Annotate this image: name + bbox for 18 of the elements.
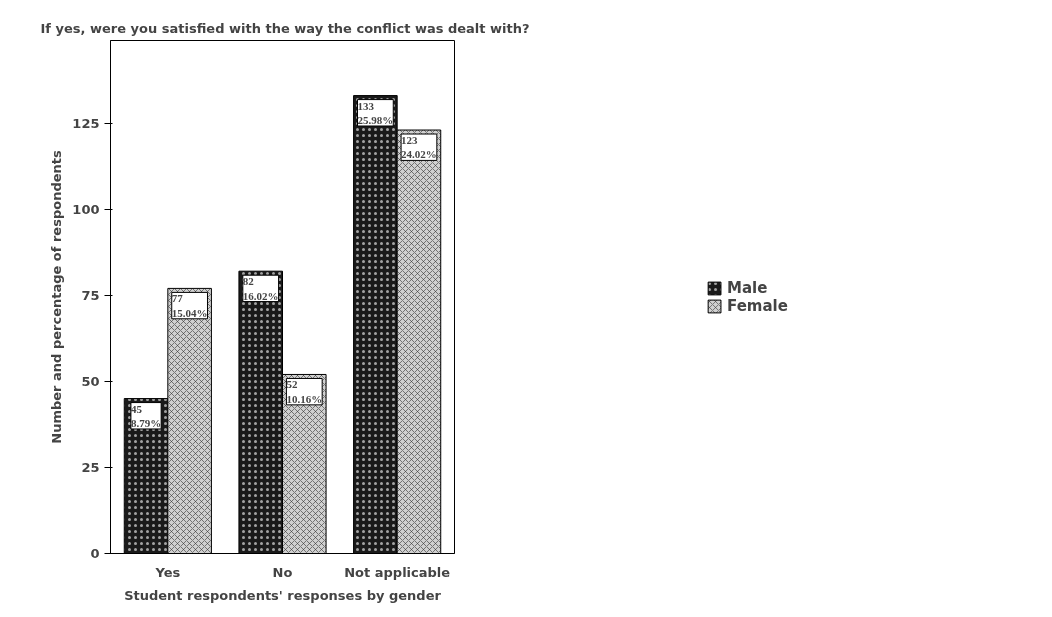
- x-tick-label: Not applicable: [344, 564, 451, 580]
- x-axis-title: Student respondents' responses by gender: [124, 587, 442, 603]
- y-tick-label: 75: [81, 287, 100, 303]
- legend-label: Female: [727, 296, 788, 315]
- y-tick-label: 25: [81, 459, 100, 475]
- x-tick-label: No: [272, 564, 293, 580]
- y-tick-label: 0: [90, 546, 100, 561]
- legend-label: Male: [727, 278, 768, 297]
- data-label: 52 10.16%: [286, 378, 323, 405]
- data-label: 133 25.98%: [357, 99, 394, 126]
- y-tick-label: 50: [81, 373, 100, 389]
- chart-title: If yes, were you satisfied with the way the conflict was dealt with?: [40, 20, 530, 36]
- y-tick-label: 100: [72, 201, 100, 217]
- y-tick-label: 125: [72, 115, 100, 131]
- data-label: 82 16.02%: [242, 275, 279, 302]
- x-tick-label: Yes: [154, 564, 181, 580]
- data-label: 77 15.04%: [171, 292, 208, 319]
- y-axis-title: Number and percentage of respondents: [49, 150, 65, 444]
